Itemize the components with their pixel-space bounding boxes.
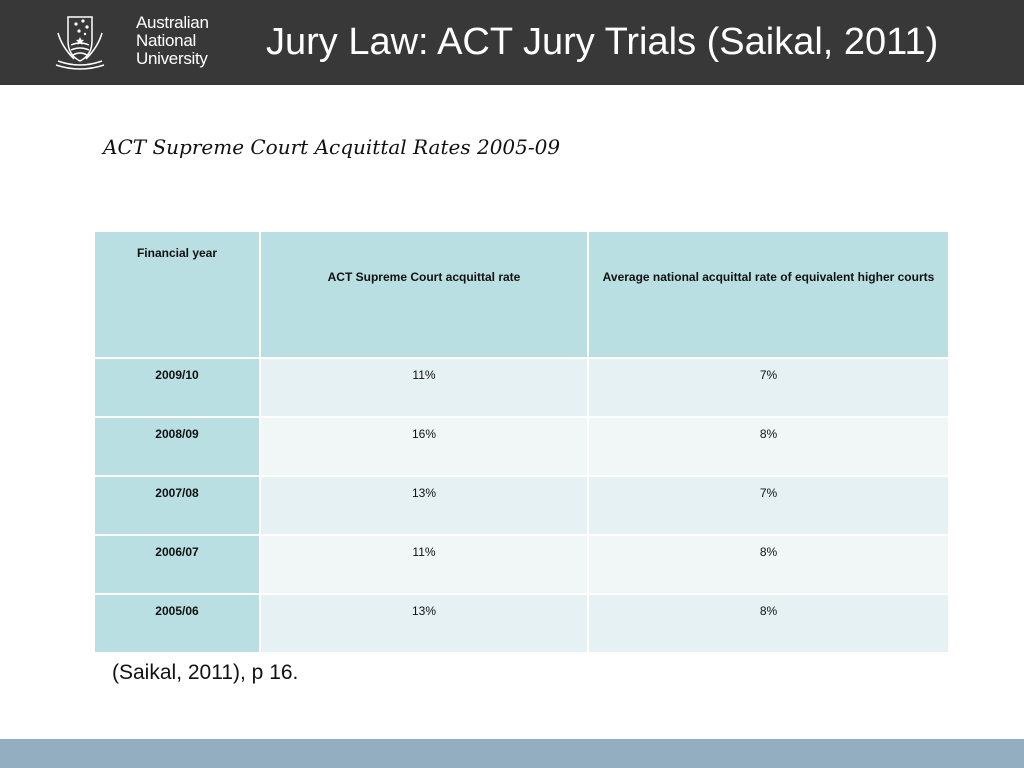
acquittal-rates-table: Financial year ACT Supreme Court acquitt… <box>93 230 950 654</box>
cell-national-rate: 8% <box>587 593 950 654</box>
table-row: 2008/09 16% 8% <box>93 416 950 477</box>
cell-year: 2005/06 <box>93 593 261 654</box>
slide-header: Australian National University Jury Law:… <box>0 0 1024 85</box>
table-header-row: Financial year ACT Supreme Court acquitt… <box>93 230 950 359</box>
table-row: 2006/07 11% 8% <box>93 534 950 595</box>
cell-year: 2009/10 <box>93 357 261 418</box>
column-header-act-rate: ACT Supreme Court acquittal rate <box>259 230 589 359</box>
source-citation: (Saikal, 2011), p 16. <box>112 661 299 684</box>
cell-national-rate: 7% <box>587 357 950 418</box>
logo-line-1: Australian <box>136 13 209 32</box>
anu-wordmark: Australian National University <box>136 14 209 68</box>
column-header-financial-year: Financial year <box>93 230 261 359</box>
table-row: 2009/10 11% 7% <box>93 357 950 418</box>
cell-national-rate: 8% <box>587 534 950 595</box>
cell-year: 2007/08 <box>93 475 261 536</box>
footer-bar <box>0 739 1024 768</box>
cell-act-rate: 13% <box>259 475 589 536</box>
table-row: 2007/08 13% 7% <box>93 475 950 536</box>
cell-act-rate: 16% <box>259 416 589 477</box>
column-header-national-rate: Average national acquittal rate of equiv… <box>587 230 950 359</box>
cell-year: 2008/09 <box>93 416 261 477</box>
logo-line-3: University <box>136 49 208 68</box>
table-row: 2005/06 13% 8% <box>93 593 950 654</box>
cell-national-rate: 7% <box>587 475 950 536</box>
cell-act-rate: 11% <box>259 357 589 418</box>
anu-logo: Australian National University <box>52 11 232 73</box>
logo-line-2: National <box>136 31 196 50</box>
table-subtitle: ACT Supreme Court Acquittal Rates 2005-0… <box>103 135 561 159</box>
cell-act-rate: 11% <box>259 534 589 595</box>
anu-crest-icon <box>55 16 105 70</box>
slide-title: Jury Law: ACT Jury Trials (Saikal, 2011) <box>266 21 939 63</box>
cell-national-rate: 8% <box>587 416 950 477</box>
cell-year: 2006/07 <box>93 534 261 595</box>
cell-act-rate: 13% <box>259 593 589 654</box>
